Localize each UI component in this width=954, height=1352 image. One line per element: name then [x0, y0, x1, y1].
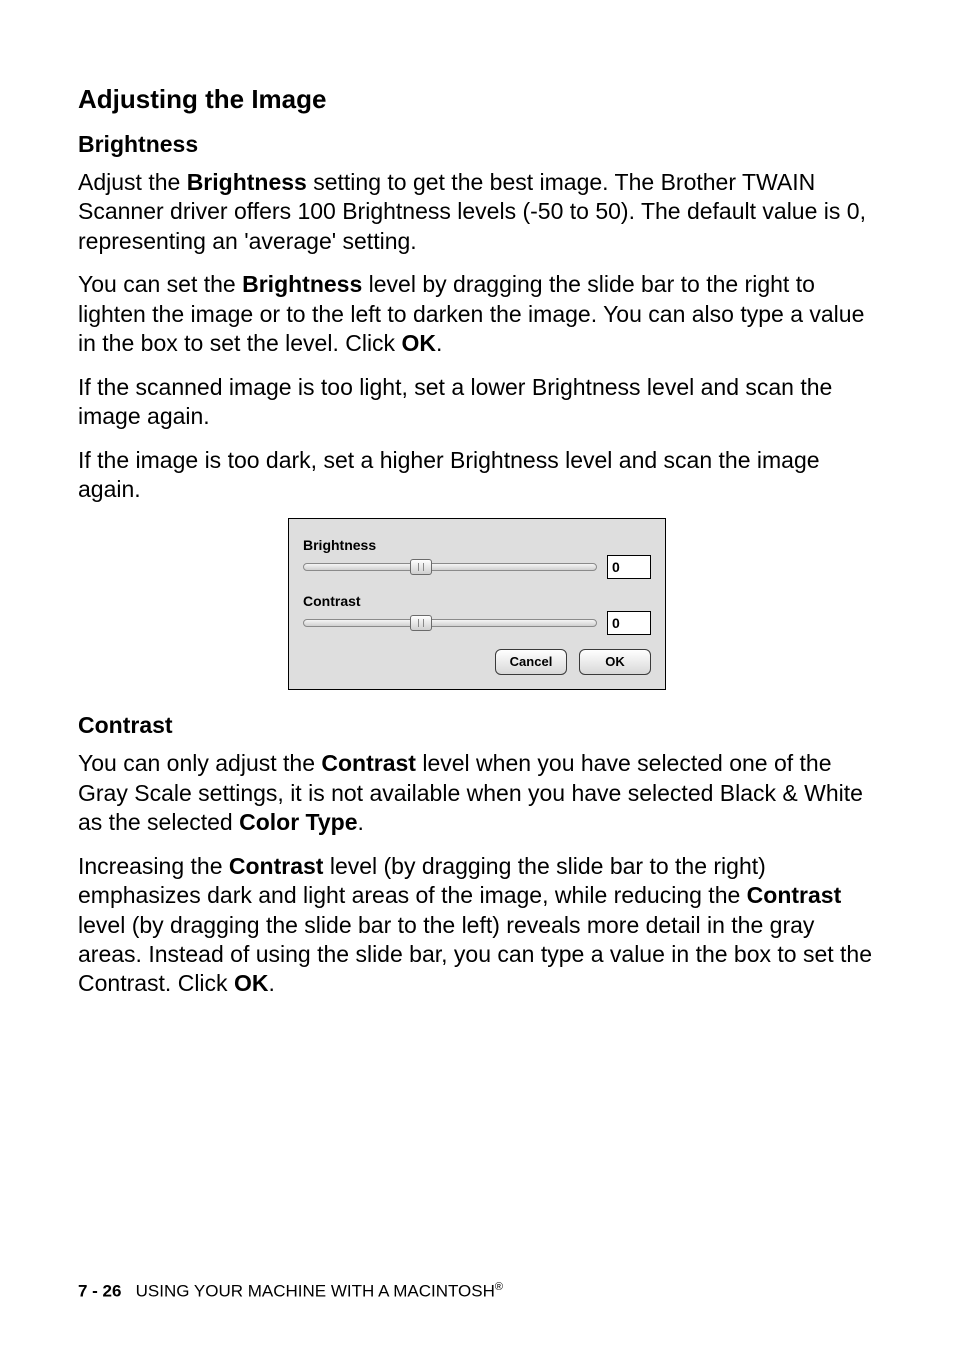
contrast-slider[interactable]	[303, 613, 597, 633]
contrast-label: Contrast	[303, 593, 651, 609]
contrast-value-input[interactable]: 0	[607, 611, 651, 635]
brightness-label: Brightness	[303, 537, 651, 553]
text: Adjust the	[78, 169, 187, 195]
footer-text: USING YOUR MACHINE WITH A MACINTOSH	[136, 1282, 495, 1301]
dialog-button-row: Cancel OK	[303, 649, 651, 675]
text: .	[358, 809, 364, 835]
bold-brightness: Brightness	[242, 271, 362, 297]
registered-mark: ®	[495, 1281, 503, 1293]
page-number: 7 - 26	[78, 1282, 121, 1301]
text: You can set the	[78, 271, 242, 297]
para-contrast-adjust: Increasing the Contrast level (by draggi…	[78, 852, 876, 999]
cancel-button[interactable]: Cancel	[495, 649, 567, 675]
para-too-light: If the scanned image is too light, set a…	[78, 373, 876, 432]
para-too-dark: If the image is too dark, set a higher B…	[78, 446, 876, 505]
brightness-slider[interactable]	[303, 557, 597, 577]
bold-color-type: Color Type	[239, 809, 357, 835]
text: .	[436, 330, 442, 356]
text: .	[268, 970, 274, 996]
heading-brightness: Brightness	[78, 131, 876, 158]
slider-thumb[interactable]	[410, 559, 432, 575]
para-brightness-intro: Adjust the Brightness setting to get the…	[78, 168, 876, 256]
brightness-control: Brightness 0	[303, 537, 651, 579]
para-contrast-intro: You can only adjust the Contrast level w…	[78, 749, 876, 837]
bold-contrast: Contrast	[321, 750, 416, 776]
contrast-control: Contrast 0	[303, 593, 651, 635]
ok-button[interactable]: OK	[579, 649, 651, 675]
para-brightness-set: You can set the Brightness level by drag…	[78, 270, 876, 358]
brightness-value-input[interactable]: 0	[607, 555, 651, 579]
page-footer: 7 - 26 USING YOUR MACHINE WITH A MACINTO…	[78, 1281, 503, 1302]
dialog-screenshot: Brightness 0 Contrast 0 Cancel OK	[78, 518, 876, 690]
slider-track	[303, 619, 597, 627]
text: You can only adjust the	[78, 750, 321, 776]
text: Increasing the	[78, 853, 229, 879]
bold-brightness: Brightness	[187, 169, 307, 195]
brightness-contrast-dialog: Brightness 0 Contrast 0 Cancel OK	[288, 518, 666, 690]
bold-ok: OK	[234, 970, 269, 996]
text: level (by dragging the slide bar to the …	[78, 912, 872, 997]
slider-thumb[interactable]	[410, 615, 432, 631]
heading-adjusting-image: Adjusting the Image	[78, 84, 876, 115]
bold-contrast: Contrast	[747, 882, 842, 908]
heading-contrast: Contrast	[78, 712, 876, 739]
bold-ok: OK	[401, 330, 436, 356]
bold-contrast: Contrast	[229, 853, 324, 879]
slider-track	[303, 563, 597, 571]
